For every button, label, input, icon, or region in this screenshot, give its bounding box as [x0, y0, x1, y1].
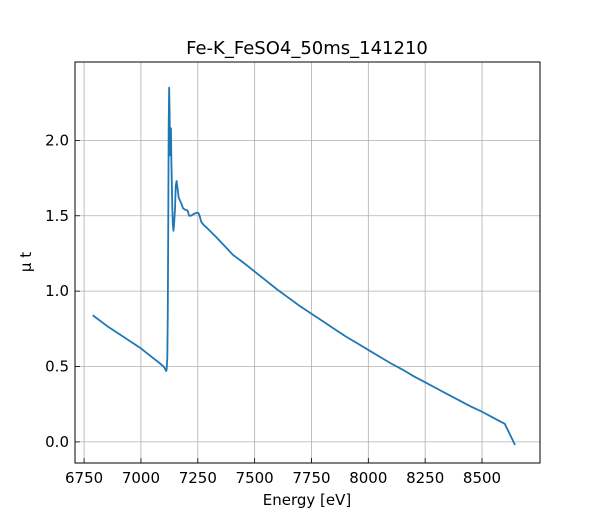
series-line: [92, 86, 516, 446]
x-tick-label: 8500: [463, 469, 501, 487]
y-tick-label: 0.5: [45, 358, 69, 376]
plot-frame: [74, 61, 541, 464]
y-axis-label: μ t: [17, 252, 35, 272]
grid: [75, 62, 540, 463]
series-layer: [92, 86, 516, 446]
y-tick-label: 1.0: [45, 282, 69, 300]
y-tick-label: 2.0: [45, 131, 69, 149]
x-tick-label: 6750: [65, 469, 103, 487]
chart-title: Fe-K_FeSO4_50ms_141210: [186, 38, 428, 59]
x-tick-label: 7750: [292, 469, 330, 487]
x-tick-label: 8250: [406, 469, 444, 487]
axis-ticks: 6750 7000 7250 7500 7750 8000 8250 8500 0.0 0.5 1.…: [45, 131, 501, 487]
x-axis-label: Energy [eV]: [263, 491, 351, 509]
x-tick-label: 7500: [236, 469, 274, 487]
x-tick-label: 8000: [349, 469, 387, 487]
y-tick-label: 0.0: [45, 433, 69, 451]
x-tick-label: 7000: [122, 469, 160, 487]
y-tick-label: 1.5: [45, 207, 69, 225]
x-tick-label: 7250: [179, 469, 217, 487]
